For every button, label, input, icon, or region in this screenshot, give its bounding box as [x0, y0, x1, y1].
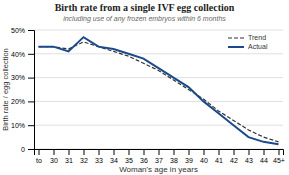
x-tick-label: 32 [80, 157, 88, 164]
y-tick-mark [28, 78, 34, 79]
x-tick: 39 [185, 149, 193, 164]
grid-line [34, 77, 283, 78]
x-axis-line [35, 150, 284, 156]
x-tick: 31 [65, 149, 73, 164]
y-tick: 10% [11, 122, 34, 129]
x-tick-label: 41 [215, 157, 223, 164]
plot: to 30 31 32 33 34 35 36 37 38 39 40 41 42 43 44 45+ 0 10% 2… [11, 27, 285, 164]
x-tick-mark [204, 149, 205, 155]
title: Birth rate from a single IVF egg collect… [55, 2, 235, 13]
x-tick-mark [84, 149, 85, 155]
grid-line [34, 53, 283, 54]
x-tick-mark [54, 149, 55, 155]
y-tick-label: 10% [11, 122, 25, 129]
x-tick: 32 [80, 149, 88, 164]
y-axis-title: Birth rate / egg collection [1, 48, 10, 131]
subtitle: including use of any frozen embryos with… [63, 15, 226, 23]
y-tick-label: 40% [11, 51, 25, 58]
y-tick: 50% [11, 27, 34, 34]
x-tick-label: to [36, 157, 42, 164]
x-tick-label: 35 [125, 157, 133, 164]
x-tick-label: 45+ [273, 157, 285, 164]
x-tick-label: 31 [65, 157, 73, 164]
line [39, 37, 279, 144]
x-tick: 38 [170, 149, 178, 164]
x-tick: to [36, 149, 42, 164]
y-tick: 20% [11, 98, 34, 105]
x-tick-mark [234, 149, 235, 155]
x-tick-label: 39 [185, 157, 193, 164]
legend-swatch [228, 46, 244, 48]
grid-line [34, 101, 283, 102]
x-axis: to 30 31 32 33 34 35 36 37 38 39 40 41 42 43 44 45+ [35, 149, 285, 164]
y-tick-mark [28, 54, 34, 55]
x-tick-mark [114, 149, 115, 155]
x-tick-mark [249, 149, 250, 155]
legend-item: Actual [228, 43, 268, 50]
x-tick-mark [174, 149, 175, 155]
y-tick-mark [28, 125, 34, 126]
x-tick-mark [189, 149, 190, 155]
x-tick: 37 [155, 149, 163, 164]
x-tick: 36 [140, 149, 148, 164]
x-tick: 43 [245, 149, 253, 164]
x-axis-title: Woman's age in years [119, 165, 198, 174]
x-tick-mark [99, 149, 100, 155]
y-tick: 30% [11, 74, 34, 81]
x-tick-label: 44 [260, 157, 268, 164]
y-tick-label: 20% [11, 98, 25, 105]
x-tick-label: 34 [110, 157, 118, 164]
x-tick: 33 [95, 149, 103, 164]
x-tick-label: 42 [230, 157, 238, 164]
legend-label: Actual [248, 43, 268, 50]
x-tick: 35 [125, 149, 133, 164]
x-tick-mark [219, 149, 220, 155]
x-tick-label: 40 [200, 157, 208, 164]
x-tick-mark [264, 149, 265, 155]
legend-item: Trend [228, 34, 266, 41]
x-tick-mark [159, 149, 160, 155]
x-tick-label: 36 [140, 157, 148, 164]
x-tick-mark [39, 149, 40, 155]
y-tick-label: 0 [21, 146, 25, 153]
x-tick-label: 37 [155, 157, 163, 164]
x-tick-mark [279, 149, 280, 155]
lines [39, 37, 279, 144]
x-tick-label: 43 [245, 157, 253, 164]
grid-line [34, 30, 283, 31]
x-tick: 44 [260, 149, 268, 164]
y-tick: 40% [11, 51, 34, 58]
legend: Trend Actual [228, 34, 268, 50]
legend-label: Trend [248, 34, 266, 41]
y-tick-mark [28, 101, 34, 102]
x-tick-mark [69, 149, 70, 155]
y-axis-line [28, 31, 35, 150]
legend-swatch [228, 37, 244, 38]
x-tick: 42 [230, 149, 238, 164]
y-tick-label: 30% [11, 74, 25, 81]
x-tick-mark [144, 149, 145, 155]
x-tick-label: 33 [95, 157, 103, 164]
x-tick: 41 [215, 149, 223, 164]
x-tick-label: 38 [170, 157, 178, 164]
x-tick: 45+ [273, 149, 285, 164]
y-tick-mark [28, 149, 34, 150]
y-axis: 0 10% 20% 30% 40% 50% [11, 27, 35, 153]
line [39, 42, 279, 142]
x-tick: 34 [110, 149, 118, 164]
y-tick-mark [28, 30, 34, 31]
grid-line [34, 125, 283, 126]
chart: Birth rate from a single IVF egg collect… [0, 0, 289, 175]
x-tick: 40 [200, 149, 208, 164]
grid [34, 30, 283, 149]
y-tick: 0 [21, 146, 34, 153]
x-tick-mark [129, 149, 130, 155]
x-tick: 30 [50, 149, 58, 164]
x-tick-label: 30 [50, 157, 58, 164]
y-tick-label: 50% [11, 27, 25, 34]
